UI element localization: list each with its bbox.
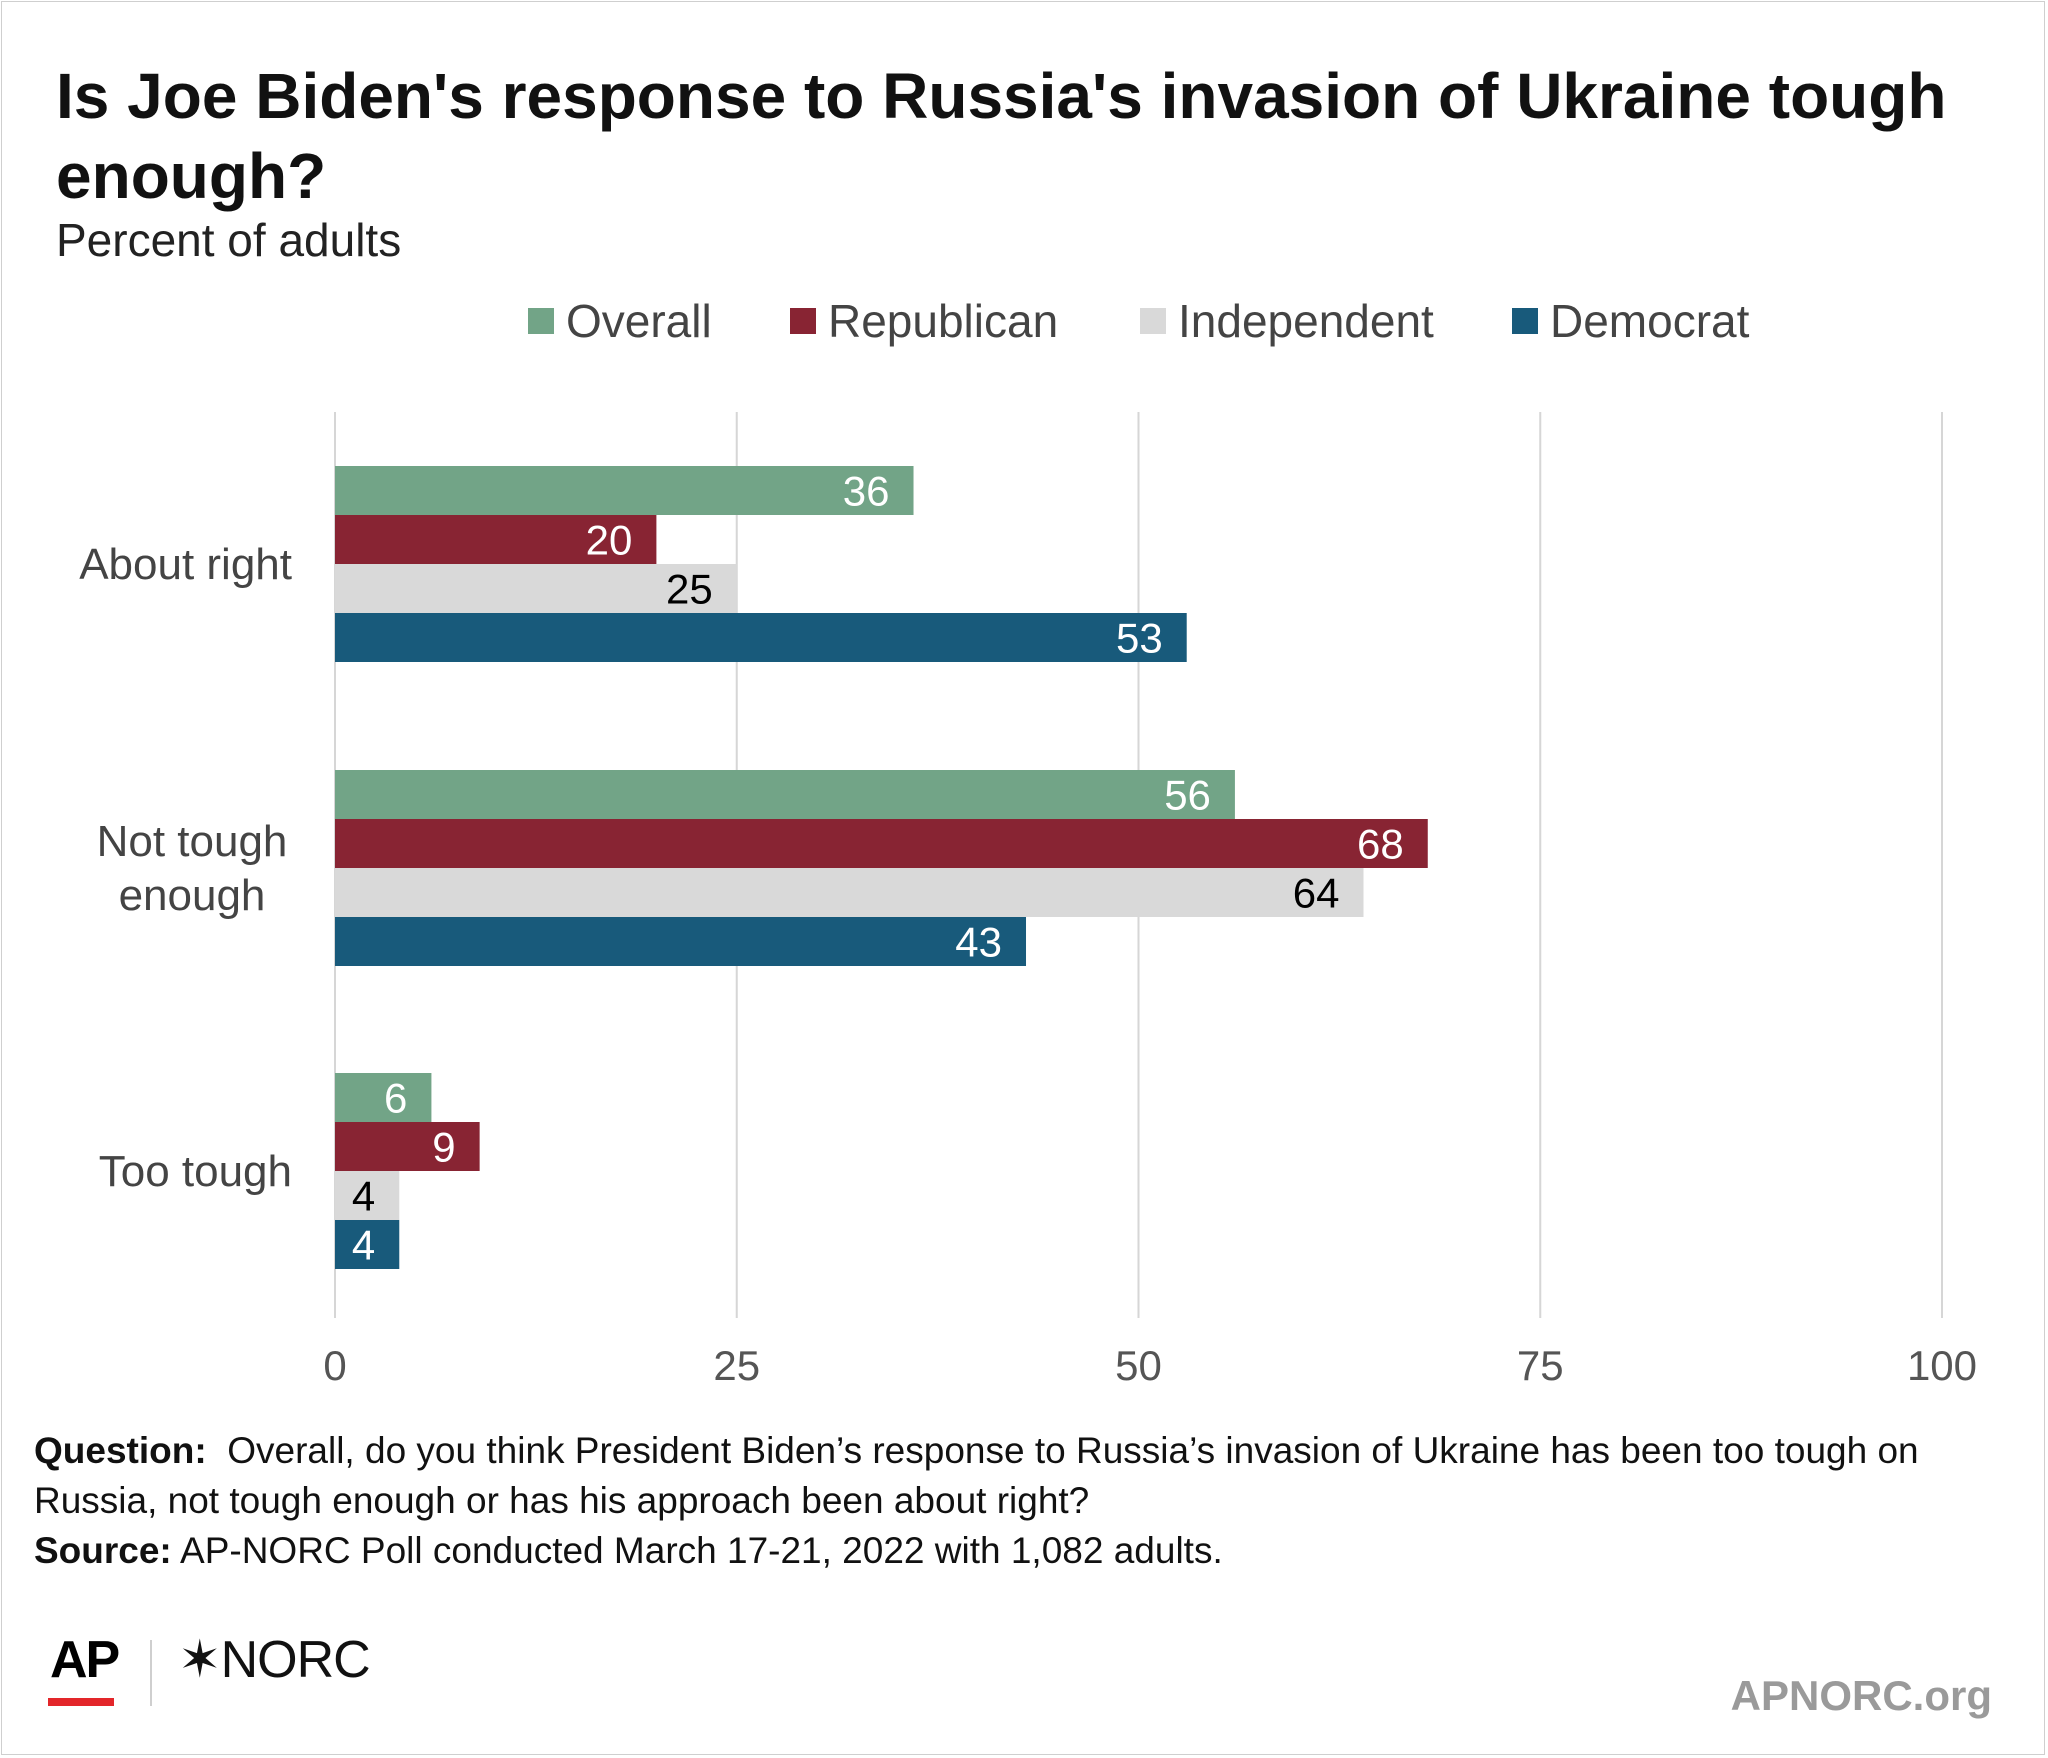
legend-item-democrat: Democrat xyxy=(1512,290,1749,352)
legend-swatch xyxy=(1140,308,1166,334)
bar-overall xyxy=(335,770,1235,819)
data-label-republican: 20 xyxy=(586,517,633,564)
data-label-overall: 36 xyxy=(843,468,890,515)
legend-item-republican: Republican xyxy=(790,290,1058,352)
x-tick-label: 50 xyxy=(1115,1342,1162,1389)
bar-independent xyxy=(335,868,1364,917)
data-label-republican: 9 xyxy=(432,1124,455,1171)
bar-chart: 0 25 50 75 100 About right Not tough enough Too … xyxy=(79,412,1977,1389)
legend-swatch xyxy=(790,308,816,334)
category-label: Too tough xyxy=(99,1147,292,1196)
category-label: enough xyxy=(119,871,266,920)
legend-item-overall: Overall xyxy=(528,290,712,352)
bar-republican xyxy=(335,1122,480,1171)
data-label-overall: 56 xyxy=(1164,772,1211,819)
ap-logo: AP xyxy=(50,1631,120,1689)
bar-republican xyxy=(335,819,1428,868)
question-text: Overall, do you think President Biden’s … xyxy=(34,1430,1919,1521)
legend-swatch xyxy=(1512,308,1538,334)
x-tick-label: 100 xyxy=(1907,1342,1977,1389)
legend-item-independent: Independent xyxy=(1140,290,1434,352)
data-label-overall: 6 xyxy=(384,1075,407,1122)
bar-independent xyxy=(335,1171,400,1220)
bar-republican xyxy=(335,515,657,564)
x-tick-label: 0 xyxy=(323,1342,346,1389)
legend-label: Overall xyxy=(566,295,712,347)
category-label: Not tough xyxy=(97,817,288,866)
data-label-democrat: 4 xyxy=(352,1222,375,1269)
bar-democrat xyxy=(335,917,1027,966)
x-tick-label: 75 xyxy=(1517,1342,1564,1389)
chart-legend: Overall Republican Independent Democrat xyxy=(0,290,2048,352)
norc-logo: ✶NORC xyxy=(178,1631,371,1689)
legend-label: Democrat xyxy=(1550,295,1750,347)
logo-divider xyxy=(150,1640,152,1706)
legend-label: Republican xyxy=(828,295,1059,347)
footnote: Question: Overall, do you think Presiden… xyxy=(34,1426,1994,1576)
legend-swatch xyxy=(528,308,554,334)
data-label-independent: 4 xyxy=(352,1173,375,1220)
category-label: About right xyxy=(79,540,292,589)
source-text: AP-NORC Poll conducted March 17-21, 2022… xyxy=(180,1530,1223,1571)
bar-independent xyxy=(335,564,737,613)
x-tick-label: 25 xyxy=(713,1342,760,1389)
site-url: APNORC.org xyxy=(1730,1672,1992,1719)
bar-overall xyxy=(335,466,914,515)
chart-subtitle: Percent of adults xyxy=(56,214,402,266)
ap-logo-underline xyxy=(48,1698,114,1706)
data-label-republican: 68 xyxy=(1357,821,1404,868)
bar-overall xyxy=(335,1073,432,1122)
data-label-democrat: 43 xyxy=(955,919,1002,966)
chart-title: Is Joe Biden's response to Russia's inva… xyxy=(56,60,1947,212)
data-label-democrat: 53 xyxy=(1116,615,1163,662)
question-label: Question: xyxy=(34,1430,207,1471)
data-label-independent: 64 xyxy=(1293,870,1340,917)
data-label-independent: 25 xyxy=(666,566,713,613)
legend-label: Independent xyxy=(1178,295,1434,347)
source-label: Source: xyxy=(34,1530,172,1571)
bar-democrat xyxy=(335,1220,400,1269)
bar-democrat xyxy=(335,613,1187,662)
